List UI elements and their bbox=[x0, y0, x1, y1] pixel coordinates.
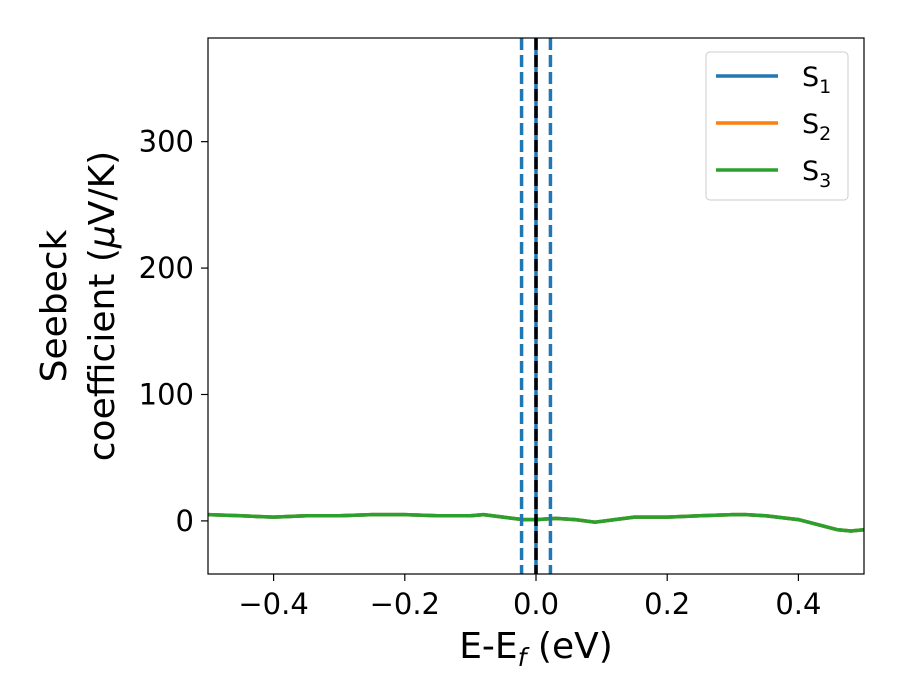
legend-label-3: S3 bbox=[802, 156, 831, 192]
y-tick-label: 100 bbox=[139, 377, 194, 411]
axis-ticks: −0.4 −0.2 0.0 0.2 0.4 0 100 200 300 bbox=[139, 125, 822, 621]
legend: S1 S2 S3 bbox=[705, 51, 849, 201]
x-axis-label: E-Ef (eV) bbox=[459, 626, 613, 672]
legend-label-2: S2 bbox=[802, 109, 831, 145]
y-tick-label: 200 bbox=[139, 251, 194, 285]
y-axis-label: Seebeck coefficient (μV/K) bbox=[34, 151, 123, 461]
y-tick-label: 300 bbox=[139, 125, 194, 159]
y-axis-label-line1: Seebeck bbox=[34, 229, 75, 382]
x-tick-label: 0.0 bbox=[513, 587, 559, 621]
x-tick-label: 0.4 bbox=[775, 587, 821, 621]
x-tick-label: 0.2 bbox=[644, 587, 690, 621]
legend-label-1: S1 bbox=[802, 62, 831, 98]
x-tick-label: −0.2 bbox=[370, 587, 440, 621]
plot-area bbox=[208, 38, 864, 574]
y-axis-label-line2: coefficient (μV/K) bbox=[82, 151, 123, 461]
series-line-3 bbox=[208, 512, 864, 533]
x-tick-label: −0.4 bbox=[238, 587, 308, 621]
y-tick-label: 0 bbox=[176, 504, 194, 538]
legend-box bbox=[705, 51, 849, 201]
